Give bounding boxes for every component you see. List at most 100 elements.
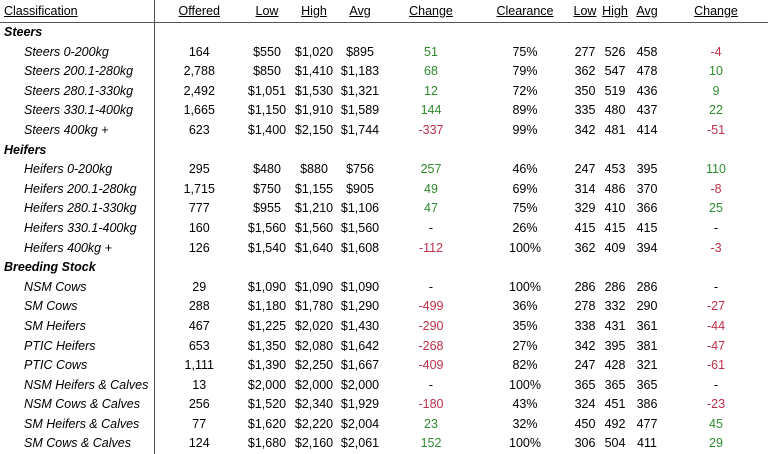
change-cell: 47 bbox=[382, 199, 480, 219]
classification-cell: Heifers 330.1-400kg bbox=[0, 219, 154, 239]
high-price-cell: $1,210 bbox=[290, 199, 338, 219]
group-row: Steers bbox=[0, 23, 768, 43]
change-cell: -499 bbox=[382, 297, 480, 317]
high-price-cell: $1,090 bbox=[290, 278, 338, 298]
avg-price-cell: $1,667 bbox=[338, 356, 382, 376]
low-price-cell: $1,150 bbox=[244, 101, 290, 121]
offered-cell: 1,715 bbox=[154, 180, 244, 200]
high-cpk-cell: 286 bbox=[600, 278, 630, 298]
low-price-cell: $1,400 bbox=[244, 121, 290, 141]
low-cpk-cell: 314 bbox=[570, 180, 600, 200]
high-price-cell: $880 bbox=[290, 160, 338, 180]
group-row: Heifers bbox=[0, 141, 768, 161]
clearance-cell: 82% bbox=[480, 356, 570, 376]
change-cell: 12 bbox=[382, 82, 480, 102]
high-cpk-cell: 547 bbox=[600, 62, 630, 82]
clearance-cell: 100% bbox=[480, 376, 570, 396]
avg-price-cell: $1,589 bbox=[338, 101, 382, 121]
high-cpk-cell: 480 bbox=[600, 101, 630, 121]
high-price-cell: $2,220 bbox=[290, 415, 338, 435]
avg-cpk-cell: 290 bbox=[630, 297, 664, 317]
header-high-cpk: High bbox=[600, 0, 630, 23]
clearance-cell: 26% bbox=[480, 219, 570, 239]
change-cpk-cell: -23 bbox=[664, 395, 768, 415]
low-cpk-cell: 365 bbox=[570, 376, 600, 396]
change-cell: -337 bbox=[382, 121, 480, 141]
change-cpk-cell: 45 bbox=[664, 415, 768, 435]
clearance-cell: 35% bbox=[480, 317, 570, 337]
avg-price-cell: $756 bbox=[338, 160, 382, 180]
classification-cell: Steers 400kg + bbox=[0, 121, 154, 141]
high-price-cell: $1,155 bbox=[290, 180, 338, 200]
avg-price-cell: $1,321 bbox=[338, 82, 382, 102]
avg-cpk-cell: 415 bbox=[630, 219, 664, 239]
classification-cell: SM Heifers & Calves bbox=[0, 415, 154, 435]
low-cpk-cell: 324 bbox=[570, 395, 600, 415]
classification-cell: Steers 280.1-330kg bbox=[0, 82, 154, 102]
high-price-cell: $2,020 bbox=[290, 317, 338, 337]
avg-price-cell: $1,608 bbox=[338, 239, 382, 259]
high-cpk-cell: 428 bbox=[600, 356, 630, 376]
low-price-cell: $750 bbox=[244, 180, 290, 200]
offered-cell: 2,788 bbox=[154, 62, 244, 82]
change-cpk-cell: -3 bbox=[664, 239, 768, 259]
header-classification: Classification bbox=[0, 0, 154, 23]
change-cpk-cell: 22 bbox=[664, 101, 768, 121]
classification-cell: NSM Cows & Calves bbox=[0, 395, 154, 415]
change-cpk-cell: 110 bbox=[664, 160, 768, 180]
avg-cpk-cell: 386 bbox=[630, 395, 664, 415]
classification-cell: PTIC Cows bbox=[0, 356, 154, 376]
change-cpk-cell: 29 bbox=[664, 434, 768, 454]
clearance-cell: 100% bbox=[480, 434, 570, 454]
avg-cpk-cell: 436 bbox=[630, 82, 664, 102]
classification-cell: SM Cows & Calves bbox=[0, 434, 154, 454]
change-cell: 144 bbox=[382, 101, 480, 121]
change-cpk-cell: -27 bbox=[664, 297, 768, 317]
avg-cpk-cell: 381 bbox=[630, 337, 664, 357]
avg-price-cell: $1,090 bbox=[338, 278, 382, 298]
header-low: Low bbox=[244, 0, 290, 23]
header-row: Classification Offered Low High Avg Chan… bbox=[0, 0, 768, 23]
high-price-cell: $2,340 bbox=[290, 395, 338, 415]
high-cpk-cell: 332 bbox=[600, 297, 630, 317]
low-cpk-cell: 335 bbox=[570, 101, 600, 121]
clearance-cell: 75% bbox=[480, 199, 570, 219]
low-price-cell: $1,620 bbox=[244, 415, 290, 435]
avg-cpk-cell: 394 bbox=[630, 239, 664, 259]
clearance-cell: 36% bbox=[480, 297, 570, 317]
avg-price-cell: $1,560 bbox=[338, 219, 382, 239]
avg-cpk-cell: 411 bbox=[630, 434, 664, 454]
offered-cell: 777 bbox=[154, 199, 244, 219]
offered-cell: 623 bbox=[154, 121, 244, 141]
low-cpk-cell: 278 bbox=[570, 297, 600, 317]
high-price-cell: $2,150 bbox=[290, 121, 338, 141]
header-low-cpk: Low bbox=[570, 0, 600, 23]
change-cpk-cell: 25 bbox=[664, 199, 768, 219]
avg-price-cell: $1,430 bbox=[338, 317, 382, 337]
low-price-cell: $1,051 bbox=[244, 82, 290, 102]
high-cpk-cell: 431 bbox=[600, 317, 630, 337]
high-price-cell: $2,000 bbox=[290, 376, 338, 396]
change-cpk-cell: -51 bbox=[664, 121, 768, 141]
low-price-cell: $1,520 bbox=[244, 395, 290, 415]
group-spacer bbox=[154, 23, 768, 43]
low-price-cell: $850 bbox=[244, 62, 290, 82]
avg-price-cell: $1,290 bbox=[338, 297, 382, 317]
high-cpk-cell: 410 bbox=[600, 199, 630, 219]
header-change: Change bbox=[382, 0, 480, 23]
high-price-cell: $1,410 bbox=[290, 62, 338, 82]
change-cell: -112 bbox=[382, 239, 480, 259]
high-price-cell: $1,020 bbox=[290, 43, 338, 63]
high-price-cell: $1,640 bbox=[290, 239, 338, 259]
low-cpk-cell: 450 bbox=[570, 415, 600, 435]
avg-price-cell: $1,642 bbox=[338, 337, 382, 357]
